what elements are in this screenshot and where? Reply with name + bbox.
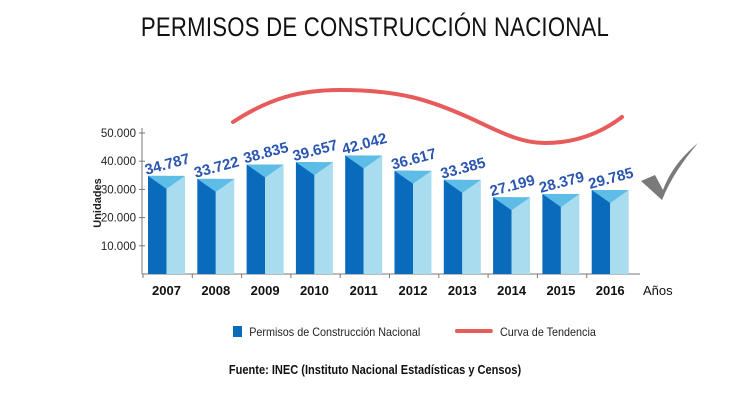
- bar-front-dark: [246, 164, 266, 274]
- checkmark-icon: [641, 143, 698, 200]
- legend-label-bars: Permisos de Construcción Nacional: [249, 325, 421, 339]
- data-label: 27.199: [488, 172, 537, 200]
- bar-front-light: [215, 178, 235, 274]
- trend-curve: [231, 87, 624, 146]
- bar-front-light: [511, 197, 531, 274]
- bar-front-dark: [394, 170, 413, 274]
- y-tick-label: 20.000: [101, 213, 136, 225]
- bar-front-dark: [493, 197, 512, 274]
- bar-top: [345, 155, 383, 169]
- x-tick-label: 2013: [448, 283, 477, 298]
- x-tick-label: 2007: [152, 283, 181, 298]
- bar-front-light: [610, 190, 629, 274]
- bar-front-dark: [542, 193, 561, 274]
- legend-swatch-trend: [455, 329, 493, 333]
- chart-title: PERMISOS DE CONSTRUCCIÓN NACIONAL: [140, 12, 610, 42]
- x-tick-label: 2010: [300, 283, 329, 298]
- data-label: 34.787: [143, 150, 192, 178]
- x-tick-label: 2011: [350, 283, 378, 298]
- bar-front-light: [560, 193, 580, 274]
- bar-front-dark: [295, 162, 315, 274]
- bar-top: [246, 164, 284, 178]
- data-label: 36.617: [389, 145, 438, 173]
- y-tick-label: 50.000: [101, 128, 136, 140]
- data-label: 39.657: [291, 137, 340, 165]
- bar-front-dark: [197, 178, 216, 274]
- bar-front-dark: [443, 179, 463, 274]
- bar-top: [295, 162, 333, 176]
- bar-top: [443, 179, 481, 193]
- x-tick-label: 2014: [497, 283, 527, 298]
- data-label: 29.785: [587, 165, 636, 193]
- data-label: 33.385: [439, 154, 488, 182]
- bar-front-light: [314, 162, 333, 274]
- legend-label-trend: Curva de Tendencia: [500, 325, 596, 339]
- bar-front-light: [462, 179, 481, 274]
- bar-front-dark: [591, 190, 611, 274]
- y-axis-label: Unidades: [92, 178, 104, 228]
- bar-top: [197, 178, 235, 192]
- y-tick-label: 10.000: [101, 241, 136, 253]
- x-tick-label: 2008: [201, 283, 230, 298]
- x-tick-label: 2016: [596, 283, 625, 298]
- legend-item-bars: Permisos de Construcción Nacional: [233, 325, 420, 339]
- bar-top: [394, 170, 432, 184]
- legend-item-trend: Curva de Tendencia: [455, 325, 596, 339]
- data-label: 33.722: [192, 153, 241, 181]
- bar-top: [542, 193, 580, 207]
- bar-top: [148, 175, 185, 189]
- bar-front-light: [363, 155, 383, 274]
- legend-swatch-bars: [233, 326, 242, 337]
- x-tick-label: 2012: [399, 283, 428, 298]
- x-axis-label: Años: [643, 283, 673, 298]
- y-tick-label: 40.000: [101, 156, 136, 168]
- x-tick-label: 2015: [546, 283, 575, 298]
- bar-front-light: [265, 164, 284, 274]
- bar-front-light: [413, 170, 432, 274]
- source-note: Fuente: INEC (Instituto Nacional Estadís…: [228, 362, 522, 377]
- data-label: 42.042: [340, 130, 389, 158]
- bar-front-light: [166, 175, 185, 274]
- bar-top: [493, 197, 531, 211]
- data-label: 28.379: [537, 168, 586, 196]
- bar-top: [591, 190, 629, 204]
- x-tick-label: 2009: [251, 283, 280, 298]
- data-label: 38.835: [242, 139, 291, 167]
- bar-front-dark: [345, 155, 364, 274]
- y-tick-label: 30.000: [101, 184, 136, 196]
- bar-front-dark: [148, 175, 167, 274]
